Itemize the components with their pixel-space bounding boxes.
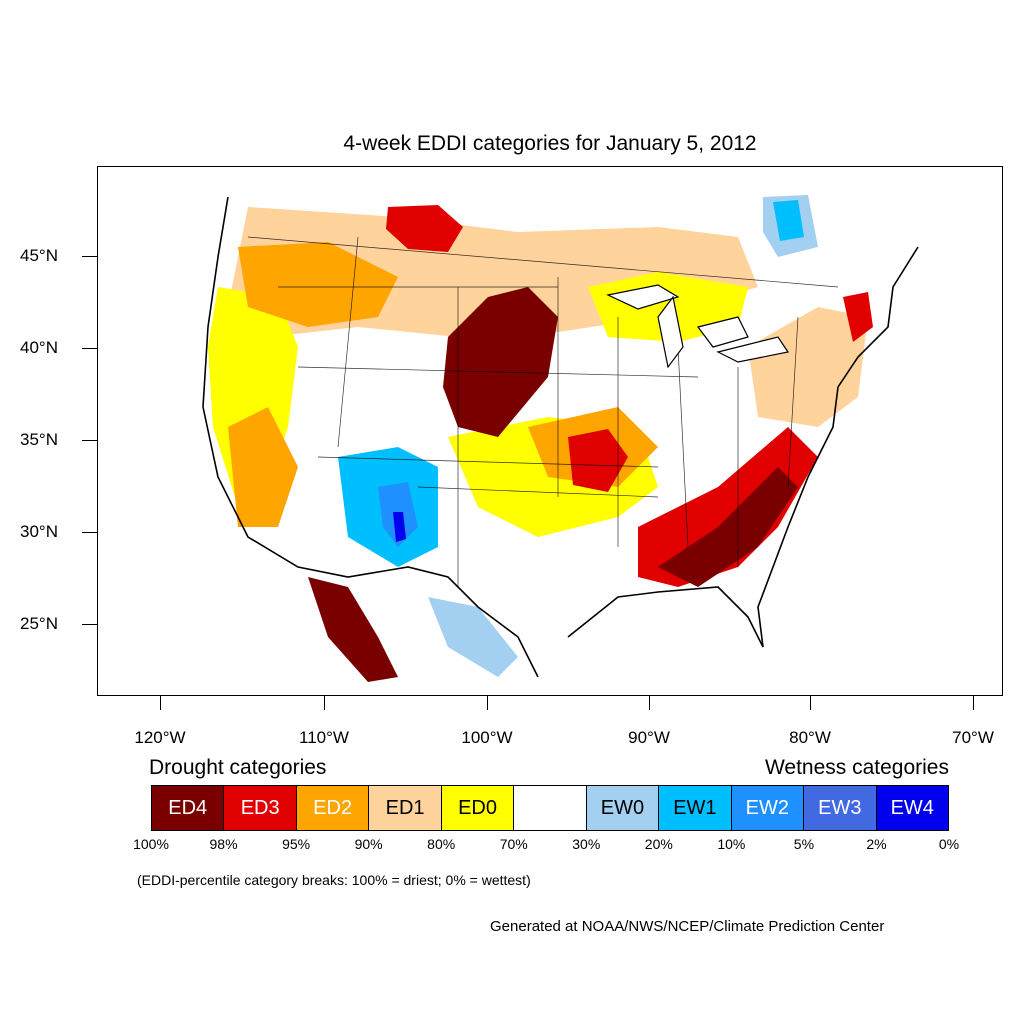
lat-tick-30 bbox=[82, 532, 97, 533]
ew2-region-ontario bbox=[773, 200, 804, 241]
ed3-region-arkansas bbox=[568, 429, 628, 492]
legend-cell-ew1: EW1 bbox=[659, 786, 732, 830]
percent-break-label: 30% bbox=[572, 836, 601, 852]
ed4-region-plains bbox=[443, 287, 558, 437]
percent-break-label: 2% bbox=[866, 836, 887, 852]
legend-cell-ed4: ED4 bbox=[152, 786, 225, 830]
percent-break-label: 95% bbox=[282, 836, 311, 852]
ed3-region-southeast bbox=[638, 427, 818, 587]
lat-tick-40 bbox=[82, 348, 97, 349]
ew4-region-newmexico bbox=[393, 512, 406, 542]
great-lakes bbox=[606, 284, 789, 369]
percent-break-label: 0% bbox=[938, 836, 960, 852]
legend-cell-ed3: ED3 bbox=[224, 786, 297, 830]
lat-tick-35 bbox=[82, 440, 97, 441]
percent-break-label: 70% bbox=[499, 836, 528, 852]
lon-tick-110 bbox=[324, 696, 325, 710]
lon-tick-70 bbox=[973, 696, 974, 710]
coastline bbox=[202, 196, 919, 678]
lon-tick-100 bbox=[487, 696, 488, 710]
legend-cell-ed0: ED0 bbox=[441, 786, 515, 830]
percent-break-label: 80% bbox=[427, 836, 456, 852]
legend-cell-ew4: EW4 bbox=[876, 786, 948, 830]
legend-cell-ed2: ED2 bbox=[296, 786, 370, 830]
lon-label-110: 110°W bbox=[299, 728, 349, 747]
lon-tick-90 bbox=[649, 696, 650, 710]
percent-break-label: 90% bbox=[354, 836, 383, 852]
eddi-map-canvas bbox=[202, 195, 919, 682]
lat-label-35: 35°N bbox=[20, 430, 58, 449]
lat-tick-25 bbox=[82, 624, 97, 625]
ed4-region-southeast bbox=[658, 467, 798, 587]
lon-label-90: 90°W bbox=[628, 728, 670, 747]
ed3-region-montana bbox=[386, 205, 463, 252]
lon-tick-120 bbox=[160, 696, 161, 710]
state-borders bbox=[247, 236, 839, 587]
ed2-region-northwest bbox=[238, 242, 398, 327]
lon-label-120: 120°W bbox=[134, 728, 186, 747]
lon-label-100: 100°W bbox=[461, 728, 513, 747]
legend-cell-ew3: EW3 bbox=[804, 786, 877, 830]
lon-label-70: 70°W bbox=[952, 728, 994, 747]
category-legend: ED4 ED3 ED2 ED1 ED0 EW0 EW1 EW2 EW3 EW4 bbox=[151, 785, 949, 831]
lon-label-80: 80°W bbox=[789, 728, 831, 747]
lat-label-25: 25°N bbox=[20, 614, 58, 633]
percent-break-label: 20% bbox=[644, 836, 673, 852]
map-title: 4-week EDDI categories for January 5, 20… bbox=[343, 132, 757, 155]
ed4-region-baja bbox=[308, 577, 398, 682]
ed3-region-newengland bbox=[843, 292, 873, 342]
lat-label-45: 45°N bbox=[20, 246, 58, 265]
lat-tick-45 bbox=[82, 256, 97, 257]
legend-cell-ew0: EW0 bbox=[586, 786, 660, 830]
ew1-region-texas bbox=[428, 597, 518, 677]
percent-break-label: 98% bbox=[209, 836, 238, 852]
legend-cell-neutral bbox=[514, 786, 587, 830]
category-note: (EDDI-percentile category breaks: 100% =… bbox=[137, 872, 531, 888]
lat-label-40: 40°N bbox=[20, 338, 58, 357]
wetness-categories-title: Wetness categories bbox=[764, 756, 949, 779]
percent-break-label: 10% bbox=[717, 836, 746, 852]
lat-label-30: 30°N bbox=[20, 522, 58, 541]
percent-break-label: 100% bbox=[133, 836, 169, 852]
drought-categories-title: Drought categories bbox=[149, 756, 327, 779]
eddi-map bbox=[97, 166, 1003, 696]
percent-break-label: 5% bbox=[793, 836, 815, 852]
lon-tick-80 bbox=[810, 696, 811, 710]
legend-cell-ed1: ED1 bbox=[369, 786, 442, 830]
legend-cell-ew2: EW2 bbox=[731, 786, 805, 830]
ed2-region-southwest bbox=[228, 407, 298, 527]
credit-line: Generated at NOAA/NWS/NCEP/Climate Predi… bbox=[490, 918, 885, 935]
